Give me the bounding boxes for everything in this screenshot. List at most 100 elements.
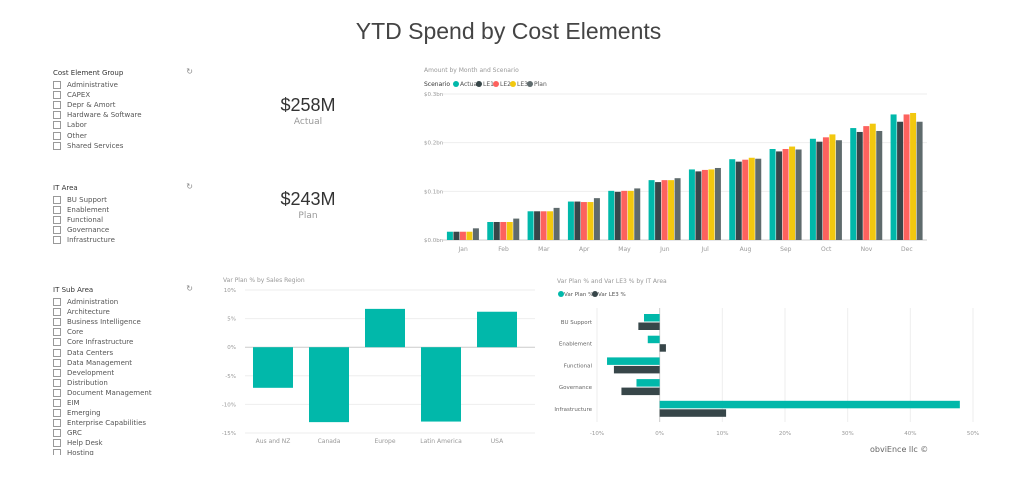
bar-le2-aug [742,159,749,240]
slicer-item[interactable]: Help Desk [53,438,193,448]
bar-varle3-bu-support [638,322,660,330]
kpi-label: Actual [293,117,323,127]
slicer-header: Cost Element Group [53,69,124,77]
chart-title: Var Plan % and Var LE3 % by IT Area [557,278,667,285]
slicer-item[interactable]: Administrative [53,80,193,90]
y-tick-label: $0.2bn [424,141,444,147]
x-tick-label: Dec [901,246,913,253]
checkbox[interactable] [53,206,61,215]
slicer-item[interactable]: Other [53,130,193,140]
slicer-item[interactable]: Infrastructure [53,235,193,245]
slicer-item-label: Hosting [67,449,94,455]
slicer-item[interactable]: Shared Services [53,141,193,151]
slicer-item[interactable]: Administration [53,297,193,307]
y-tick-label: -15% [222,431,236,437]
checkbox[interactable] [53,216,61,225]
bar-varplan-enablement [647,335,660,344]
slicer-item[interactable]: Enterprise Capabilities [53,418,193,428]
kpi-card-plan: $243M Plan [238,189,378,221]
checkbox[interactable] [53,121,61,130]
slicer-item[interactable]: Functional [53,215,193,225]
bar-plan-nov [876,130,883,240]
bar-plan-jun [674,178,681,240]
slicer-item[interactable]: Emerging [53,408,193,418]
y-tick-label: BU Support [561,320,593,326]
checkbox[interactable] [53,81,61,90]
checkbox[interactable] [53,111,61,120]
checkbox[interactable] [53,308,61,317]
bar-le2-apr [580,202,587,240]
slicer-item[interactable]: Business Intelligence [53,317,193,327]
checkbox[interactable] [53,328,61,337]
slicer-item[interactable]: GRC [53,428,193,438]
slicer-item-label: Core [67,328,84,337]
clear-selection-icon[interactable]: ↻ [186,182,193,191]
bar-varplan-functional [607,357,660,365]
bar-le2-oct [822,137,829,240]
slicer-item-label: EIM [67,398,80,407]
slicer-item[interactable]: Core [53,327,193,337]
slicer-it-area: IT Area ↻ BU Support Enablement Functional… [53,182,193,245]
slicer-item[interactable]: Distribution [53,378,193,388]
y-tick-label: 5% [227,317,236,323]
bar-varle3-infrastructure [659,409,727,417]
bar-aus-and-nz [253,347,293,388]
clear-selection-icon[interactable]: ↻ [186,67,193,76]
checkbox[interactable] [53,318,61,327]
checkbox[interactable] [53,378,61,387]
checkbox[interactable] [53,101,61,110]
slicer-item[interactable]: Architecture [53,307,193,317]
legend-label: Plan [534,81,547,88]
slicer-item[interactable]: Development [53,368,193,378]
slicer-item[interactable]: Hardware & Software [53,110,193,120]
slicer-item[interactable]: Document Management [53,388,193,398]
slicer-item[interactable]: Labor [53,120,193,130]
slicer-it-sub-area: IT Sub Area ↻ Administration Architecture… [53,284,193,455]
slicer-item[interactable]: Governance [53,225,193,235]
bar-plan-jul [714,167,721,240]
checkbox[interactable] [53,388,61,397]
bar-actual-jan [446,231,453,240]
slicer-item-label: Depr & Amort [67,101,116,110]
slicer-item[interactable]: CAPEX [53,90,193,100]
slicer-item[interactable]: EIM [53,398,193,408]
checkbox[interactable] [53,419,61,428]
slicer-item[interactable]: Core Infrastructure [53,337,193,347]
checkbox[interactable] [53,348,61,357]
x-tick-label: Jun [659,246,670,253]
clear-selection-icon[interactable]: ↻ [186,284,193,293]
checkbox[interactable] [53,358,61,367]
legend-marker [453,81,459,87]
checkbox[interactable] [53,141,61,150]
slicer-item[interactable]: Depr & Amort [53,100,193,110]
checkbox[interactable] [53,398,61,407]
legend-label: LE3 [517,81,528,88]
slicer-item[interactable]: Data Management [53,358,193,368]
checkbox[interactable] [53,449,61,455]
legend-marker [558,291,564,297]
checkbox[interactable] [53,91,61,100]
checkbox[interactable] [53,226,61,235]
y-tick-label: 0% [227,345,236,351]
checkbox[interactable] [53,196,61,205]
x-tick-label: Feb [498,246,509,253]
checkbox[interactable] [53,409,61,418]
checkbox[interactable] [53,298,61,307]
slicer-item[interactable]: Enablement [53,205,193,215]
checkbox[interactable] [53,338,61,347]
bar-le2-feb [500,221,507,240]
slicer-item[interactable]: Hosting [53,448,193,455]
checkbox[interactable] [53,439,61,448]
slicer-item-label: Emerging [67,409,101,418]
slicer-item[interactable]: Data Centers [53,347,193,357]
slicer-item[interactable]: BU Support [53,195,193,205]
x-tick-label: Canada [318,438,341,445]
checkbox[interactable] [53,236,61,245]
bar-plan-aug [755,158,762,240]
y-tick-label: -5% [225,374,236,380]
x-tick-label: Latin America [420,438,462,445]
checkbox[interactable] [53,368,61,377]
bar-plan-oct [835,140,842,240]
checkbox[interactable] [53,429,61,438]
checkbox[interactable] [53,131,61,140]
